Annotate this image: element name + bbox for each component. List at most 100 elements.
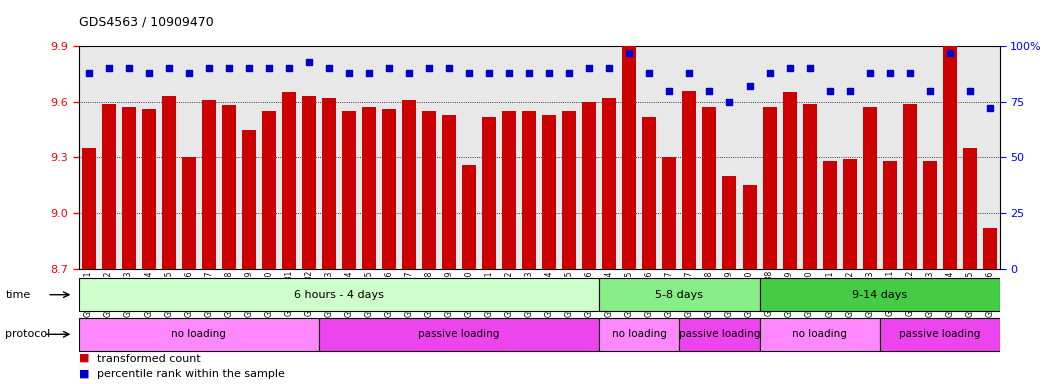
- Point: [461, 70, 477, 76]
- Point: [320, 65, 337, 71]
- Bar: [462, 165, 476, 269]
- Point: [821, 88, 838, 94]
- Bar: [843, 159, 856, 269]
- Text: GDS4563 / 10909470: GDS4563 / 10909470: [79, 15, 214, 28]
- Point: [220, 65, 237, 71]
- Bar: [79, 278, 599, 311]
- Text: passive loading: passive loading: [678, 329, 760, 339]
- Bar: [863, 107, 876, 269]
- Bar: [742, 185, 757, 269]
- Bar: [883, 161, 896, 269]
- Point: [481, 70, 497, 76]
- Point: [842, 88, 859, 94]
- Point: [601, 65, 618, 71]
- Point: [140, 70, 157, 76]
- Text: transformed count: transformed count: [97, 354, 201, 364]
- Text: 5-8 days: 5-8 days: [655, 290, 704, 300]
- Bar: [602, 98, 617, 269]
- Point: [901, 70, 918, 76]
- Point: [180, 70, 197, 76]
- Text: no loading: no loading: [172, 329, 226, 339]
- Point: [200, 65, 217, 71]
- Point: [500, 70, 517, 76]
- Bar: [643, 117, 656, 269]
- Bar: [282, 93, 296, 269]
- Point: [81, 70, 97, 76]
- Text: ■: ■: [79, 368, 89, 378]
- Point: [360, 70, 377, 76]
- Point: [641, 70, 658, 76]
- Text: no loading: no loading: [793, 329, 847, 339]
- Text: passive loading: passive loading: [419, 329, 499, 339]
- Point: [921, 88, 938, 94]
- Bar: [942, 37, 957, 269]
- Bar: [803, 104, 817, 269]
- Bar: [503, 111, 516, 269]
- Point: [701, 88, 718, 94]
- Point: [581, 65, 598, 71]
- Bar: [382, 109, 396, 269]
- Point: [101, 65, 117, 71]
- Bar: [963, 148, 977, 269]
- Point: [281, 65, 297, 71]
- Bar: [161, 96, 176, 269]
- Point: [261, 65, 277, 71]
- Bar: [79, 318, 319, 351]
- Bar: [680, 318, 759, 351]
- Bar: [402, 100, 416, 269]
- Text: percentile rank within the sample: percentile rank within the sample: [97, 369, 285, 379]
- Bar: [622, 37, 637, 269]
- Bar: [362, 107, 376, 269]
- Point: [862, 70, 878, 76]
- Bar: [599, 318, 680, 351]
- Point: [520, 70, 537, 76]
- Bar: [222, 106, 236, 269]
- Bar: [321, 98, 336, 269]
- Point: [621, 50, 638, 56]
- Bar: [683, 91, 696, 269]
- Text: time: time: [5, 290, 30, 300]
- Bar: [319, 318, 599, 351]
- Point: [661, 88, 677, 94]
- Point: [781, 65, 798, 71]
- Point: [961, 88, 978, 94]
- Bar: [903, 104, 917, 269]
- Bar: [582, 102, 597, 269]
- Point: [541, 70, 558, 76]
- Point: [340, 70, 357, 76]
- Bar: [663, 157, 676, 269]
- Point: [681, 70, 697, 76]
- Text: ■: ■: [79, 353, 89, 363]
- Bar: [442, 115, 456, 269]
- Bar: [422, 111, 436, 269]
- Point: [241, 65, 258, 71]
- Point: [120, 65, 137, 71]
- Bar: [782, 93, 797, 269]
- Bar: [202, 100, 216, 269]
- Point: [721, 99, 738, 105]
- Text: no loading: no loading: [611, 329, 667, 339]
- Point: [882, 70, 898, 76]
- Bar: [82, 148, 95, 269]
- Bar: [262, 111, 275, 269]
- Bar: [762, 107, 777, 269]
- Bar: [102, 104, 115, 269]
- Bar: [242, 130, 255, 269]
- Point: [160, 65, 177, 71]
- Bar: [562, 111, 576, 269]
- Bar: [182, 157, 196, 269]
- Text: 6 hours - 4 days: 6 hours - 4 days: [294, 290, 384, 300]
- Bar: [703, 107, 716, 269]
- Point: [300, 59, 317, 65]
- Point: [761, 70, 778, 76]
- Bar: [759, 318, 879, 351]
- Bar: [302, 96, 316, 269]
- Point: [741, 83, 758, 89]
- Point: [941, 50, 958, 56]
- Bar: [983, 228, 997, 269]
- Bar: [922, 161, 937, 269]
- Bar: [482, 117, 496, 269]
- Text: protocol: protocol: [5, 329, 50, 339]
- Bar: [342, 111, 356, 269]
- Bar: [121, 107, 136, 269]
